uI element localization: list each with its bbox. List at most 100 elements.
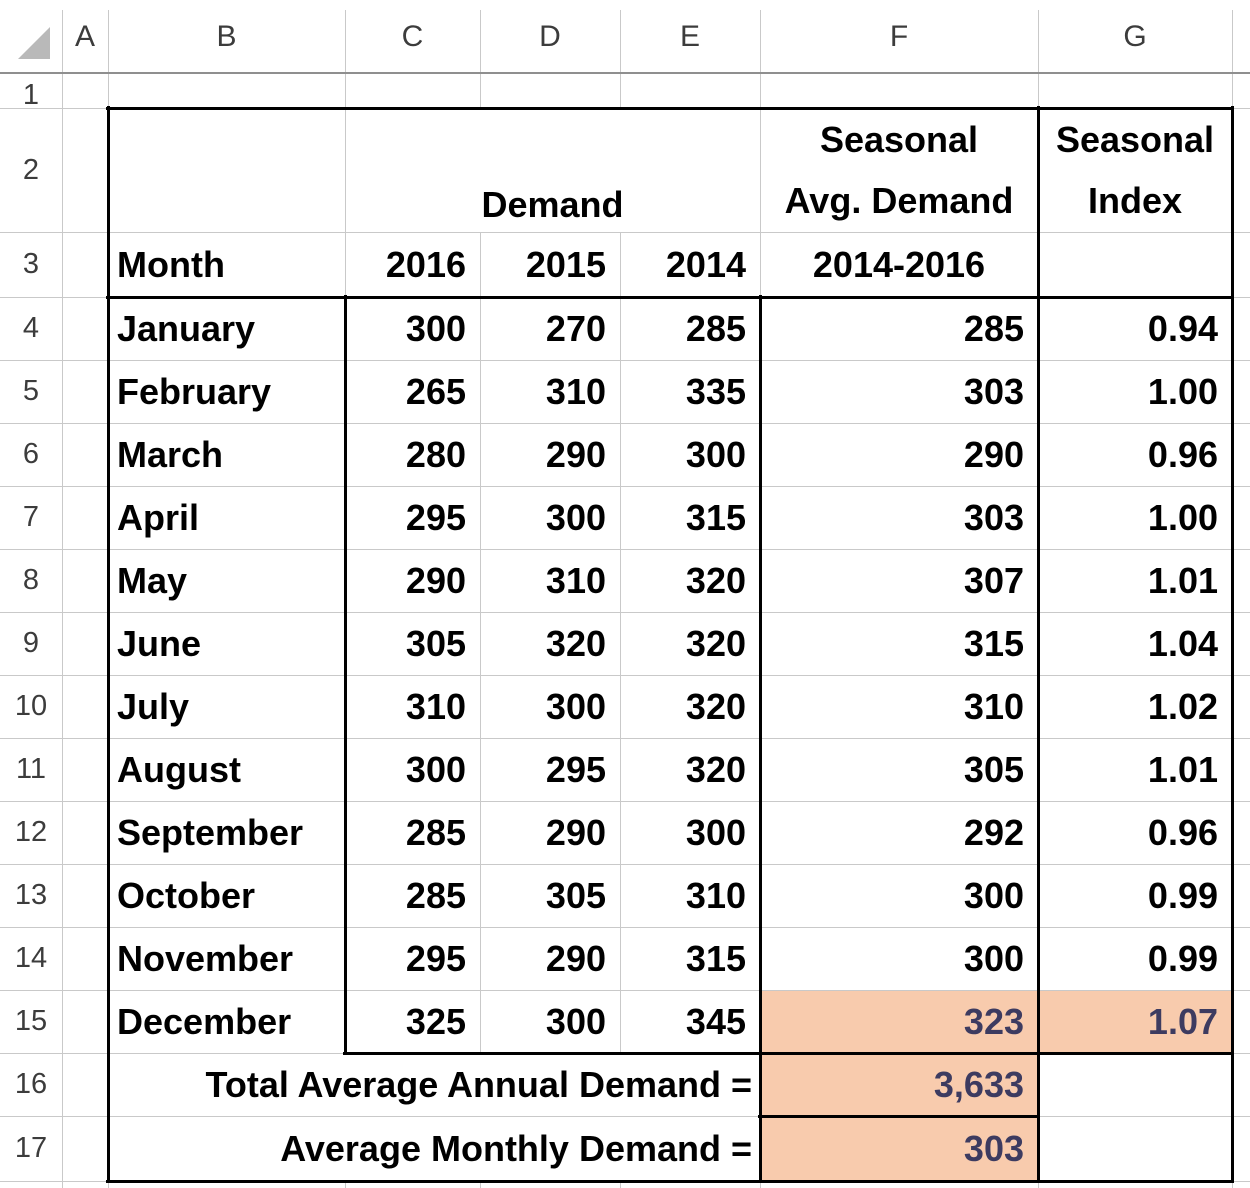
- year-header-cell-c[interactable]: 2016: [385, 243, 466, 285]
- seasonal-avg-cell[interactable]: 303: [963, 496, 1024, 538]
- seasonal-avg-cell[interactable]: 303: [963, 370, 1024, 412]
- seasonal-index-cell[interactable]: 1.00: [1147, 370, 1218, 412]
- avg-range-header-cell[interactable]: 2014-2016: [812, 243, 986, 285]
- demand-2016-cell[interactable]: 285: [405, 874, 466, 916]
- seasonal-avg-demand-header-cell[interactable]: Seasonal Avg. Demand: [760, 108, 1038, 232]
- row-header-2[interactable]: 2: [0, 108, 62, 232]
- seasonal-avg-cell[interactable]: 300: [963, 937, 1024, 979]
- demand-2014-cell[interactable]: 315: [685, 496, 746, 538]
- row-header-14[interactable]: 14: [0, 927, 62, 990]
- demand-2014-cell[interactable]: 320: [685, 685, 746, 727]
- demand-2015-cell[interactable]: 290: [545, 937, 606, 979]
- year-header-cell-d[interactable]: 2015: [525, 243, 606, 285]
- seasonal-index-cell[interactable]: 1.04: [1147, 622, 1218, 664]
- seasonal-index-header-cell[interactable]: Seasonal Index: [1038, 108, 1232, 232]
- row-header-16[interactable]: 16: [0, 1053, 62, 1116]
- demand-2015-cell[interactable]: 300: [545, 685, 606, 727]
- month-cell[interactable]: January: [117, 307, 256, 349]
- seasonal-index-cell[interactable]: 1.07: [1147, 1000, 1218, 1042]
- demand-2014-cell[interactable]: 320: [685, 622, 746, 664]
- demand-2015-cell[interactable]: 305: [545, 874, 606, 916]
- column-header-b[interactable]: B: [216, 19, 237, 53]
- demand-2014-cell[interactable]: 335: [685, 370, 746, 412]
- seasonal-index-cell[interactable]: 0.94: [1147, 307, 1218, 349]
- seasonal-index-cell[interactable]: 0.99: [1147, 937, 1218, 979]
- demand-2014-cell[interactable]: 315: [685, 937, 746, 979]
- month-cell[interactable]: August: [117, 748, 241, 790]
- row-header-15[interactable]: 15: [0, 990, 62, 1053]
- demand-2016-cell[interactable]: 300: [405, 307, 466, 349]
- month-cell[interactable]: March: [117, 433, 224, 475]
- seasonal-index-cell[interactable]: 0.96: [1147, 433, 1218, 475]
- column-header-c[interactable]: C: [401, 19, 424, 53]
- demand-2015-cell[interactable]: 295: [545, 748, 606, 790]
- row-header-5[interactable]: 5: [0, 360, 62, 423]
- demand-2015-cell[interactable]: 290: [545, 433, 606, 475]
- row-header-7[interactable]: 7: [0, 486, 62, 549]
- column-header-d[interactable]: D: [539, 19, 561, 53]
- demand-2016-cell[interactable]: 305: [405, 622, 466, 664]
- seasonal-index-cell[interactable]: 0.99: [1147, 874, 1218, 916]
- column-header-e[interactable]: E: [679, 19, 700, 53]
- seasonal-avg-cell[interactable]: 285: [963, 307, 1024, 349]
- row-header-11[interactable]: 11: [0, 738, 62, 801]
- demand-2016-cell[interactable]: 290: [405, 559, 466, 601]
- row-header-1[interactable]: 1: [0, 73, 62, 108]
- row-header-9[interactable]: 9: [0, 612, 62, 675]
- month-cell[interactable]: September: [117, 811, 304, 853]
- month-cell[interactable]: April: [117, 496, 200, 538]
- demand-2014-cell[interactable]: 320: [685, 748, 746, 790]
- year-header-cell-e[interactable]: 2014: [665, 243, 746, 285]
- month-cell[interactable]: July: [117, 685, 190, 727]
- month-cell[interactable]: February: [117, 370, 272, 412]
- demand-2016-cell[interactable]: 310: [405, 685, 466, 727]
- demand-2016-cell[interactable]: 280: [405, 433, 466, 475]
- month-cell[interactable]: December: [117, 1000, 292, 1042]
- month-cell[interactable]: October: [117, 874, 256, 916]
- demand-2015-cell[interactable]: 290: [545, 811, 606, 853]
- demand-2016-cell[interactable]: 295: [405, 937, 466, 979]
- row-header-6[interactable]: 6: [0, 423, 62, 486]
- demand-2015-cell[interactable]: 320: [545, 622, 606, 664]
- row-header-4[interactable]: 4: [0, 297, 62, 360]
- seasonal-index-cell[interactable]: 1.01: [1147, 748, 1218, 790]
- avg-monthly-value-cell[interactable]: 303: [963, 1127, 1024, 1169]
- row-header-17[interactable]: 17: [0, 1116, 62, 1181]
- demand-2016-cell[interactable]: 325: [405, 1000, 466, 1042]
- seasonal-avg-cell[interactable]: 290: [963, 433, 1024, 475]
- row-header-10[interactable]: 10: [0, 675, 62, 738]
- row-header-13[interactable]: 13: [0, 864, 62, 927]
- demand-2014-cell[interactable]: 310: [685, 874, 746, 916]
- seasonal-avg-cell[interactable]: 310: [963, 685, 1024, 727]
- demand-merged-header-cell[interactable]: Demand: [481, 184, 624, 225]
- total-annual-label-cell[interactable]: Total Average Annual Demand =: [205, 1063, 752, 1105]
- demand-2015-cell[interactable]: 300: [545, 496, 606, 538]
- total-annual-value-cell[interactable]: 3,633: [933, 1063, 1024, 1105]
- demand-2016-cell[interactable]: 295: [405, 496, 466, 538]
- month-cell[interactable]: November: [117, 937, 294, 979]
- demand-2014-cell[interactable]: 320: [685, 559, 746, 601]
- demand-2015-cell[interactable]: 270: [545, 307, 606, 349]
- demand-2014-cell[interactable]: 285: [685, 307, 746, 349]
- demand-2014-cell[interactable]: 300: [685, 811, 746, 853]
- month-cell[interactable]: June: [117, 622, 202, 664]
- demand-2014-cell[interactable]: 345: [685, 1000, 746, 1042]
- demand-2016-cell[interactable]: 265: [405, 370, 466, 412]
- column-header-g[interactable]: G: [1123, 19, 1147, 53]
- seasonal-avg-cell[interactable]: 292: [963, 811, 1024, 853]
- demand-2016-cell[interactable]: 300: [405, 748, 466, 790]
- column-header-a[interactable]: A: [74, 19, 95, 53]
- demand-2016-cell[interactable]: 285: [405, 811, 466, 853]
- avg-monthly-label-cell[interactable]: Average Monthly Demand =: [280, 1127, 752, 1169]
- seasonal-avg-cell[interactable]: 300: [963, 874, 1024, 916]
- demand-2015-cell[interactable]: 310: [545, 559, 606, 601]
- seasonal-avg-cell[interactable]: 307: [963, 559, 1024, 601]
- seasonal-avg-cell[interactable]: 305: [963, 748, 1024, 790]
- month-header-cell[interactable]: Month: [117, 243, 225, 285]
- seasonal-index-cell[interactable]: 1.02: [1147, 685, 1218, 727]
- seasonal-avg-cell[interactable]: 315: [963, 622, 1024, 664]
- seasonal-avg-cell[interactable]: 323: [963, 1000, 1024, 1042]
- row-header-3[interactable]: 3: [0, 232, 62, 297]
- demand-2015-cell[interactable]: 310: [545, 370, 606, 412]
- seasonal-index-cell[interactable]: 0.96: [1147, 811, 1218, 853]
